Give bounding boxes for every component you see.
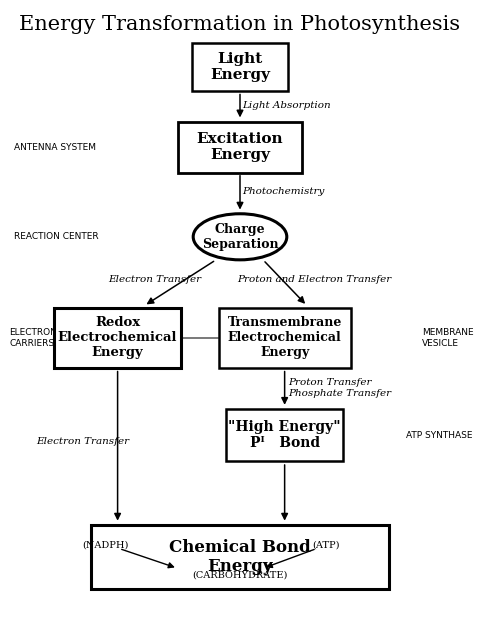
FancyBboxPatch shape	[178, 122, 302, 173]
Text: Redox
Electrochemical
Energy: Redox Electrochemical Energy	[58, 316, 177, 360]
Text: ANTENNA SYSTEM: ANTENNA SYSTEM	[14, 143, 96, 152]
FancyBboxPatch shape	[91, 525, 389, 589]
Text: (CARBOHYDRATE): (CARBOHYDRATE)	[192, 570, 288, 579]
FancyBboxPatch shape	[226, 409, 344, 461]
Text: "High Energy"
Pᴵ   Bond: "High Energy" Pᴵ Bond	[228, 420, 341, 451]
Text: REACTION CENTER: REACTION CENTER	[14, 232, 99, 241]
Text: ATP SYNTHASE: ATP SYNTHASE	[406, 431, 472, 440]
Text: ELECTRON
CARRIERS: ELECTRON CARRIERS	[10, 328, 58, 348]
Text: (ATP): (ATP)	[312, 541, 340, 550]
Text: Proton Transfer
Phosphate Transfer: Proton Transfer Phosphate Transfer	[288, 378, 391, 397]
Text: Proton and Electron Transfer: Proton and Electron Transfer	[238, 275, 392, 284]
Text: Excitation
Energy: Excitation Energy	[197, 132, 283, 163]
Text: (NADPH): (NADPH)	[83, 541, 129, 550]
Text: Charge
Separation: Charge Separation	[202, 223, 278, 251]
Text: Transmembrane
Electrochemical
Energy: Transmembrane Electrochemical Energy	[228, 316, 342, 360]
FancyBboxPatch shape	[218, 308, 350, 368]
FancyBboxPatch shape	[54, 308, 181, 368]
Text: Chemical Bond
Energy: Chemical Bond Energy	[169, 538, 311, 575]
Text: Light
Energy: Light Energy	[210, 52, 270, 83]
Text: Energy Transformation in Photosynthesis: Energy Transformation in Photosynthesis	[19, 15, 461, 34]
FancyBboxPatch shape	[192, 44, 288, 91]
Ellipse shape	[193, 214, 287, 260]
Text: Light Absorption: Light Absorption	[242, 101, 331, 110]
Text: Electron Transfer: Electron Transfer	[108, 275, 201, 284]
Text: Electron Transfer: Electron Transfer	[36, 437, 129, 446]
Text: MEMBRANE
VESICLE: MEMBRANE VESICLE	[422, 328, 474, 348]
Text: Photochemistry: Photochemistry	[242, 188, 325, 196]
